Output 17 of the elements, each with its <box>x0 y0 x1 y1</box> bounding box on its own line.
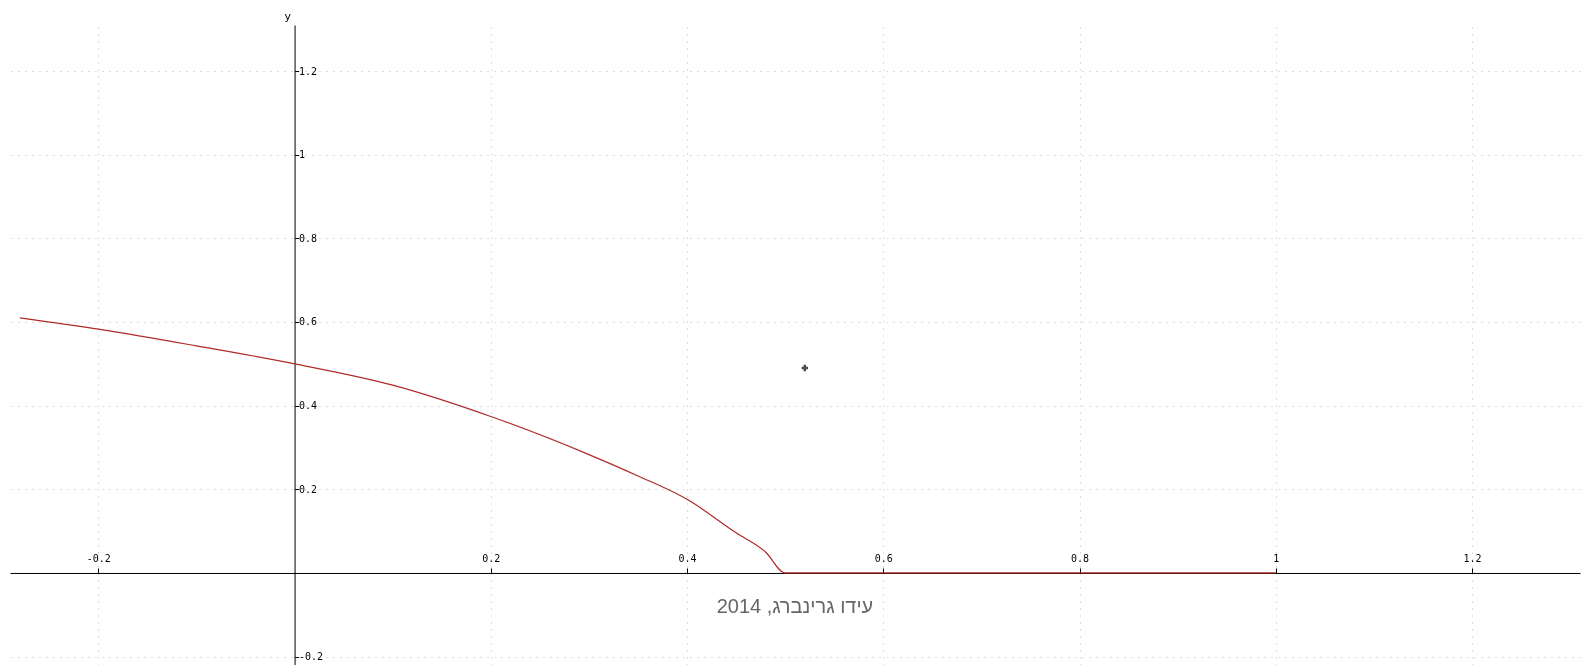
y-axis-title: y <box>284 9 292 23</box>
y-tick-label: 0.8 <box>299 232 318 244</box>
x-tick-label: 0.4 <box>678 553 697 565</box>
y-tick-label: 0.2 <box>299 483 318 495</box>
y-tick-label: 1 <box>299 149 306 161</box>
x-tick-label: 0.2 <box>482 553 501 565</box>
x-tick-label: 0.6 <box>874 553 893 565</box>
x-tick-label: 1.2 <box>1463 553 1482 565</box>
x-tick-label: 0.8 <box>1071 553 1090 565</box>
y-tick-label: 0.4 <box>299 400 318 412</box>
x-tick-label: 1 <box>1273 553 1280 565</box>
x-tick-label: -0.2 <box>86 553 111 565</box>
y-tick-label: 0.6 <box>299 316 318 328</box>
y-tick-label: -0.2 <box>299 651 324 663</box>
y-tick-label: 1.2 <box>299 65 318 77</box>
line-series <box>19 317 1277 574</box>
annotation: עידו גרינברג, 2014 <box>716 595 874 618</box>
